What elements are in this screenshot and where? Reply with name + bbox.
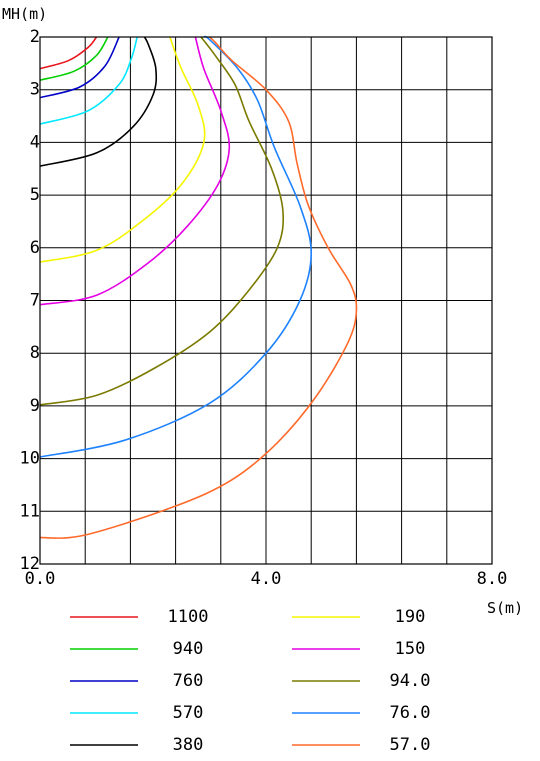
x-tick-label: 4.0 [251,569,282,589]
contour-line-5 [39,36,158,167]
legend: 1100 940 760 570 380 190 150 94.0 76.0 57.0 [70,607,430,755]
y-tick-label: 7 [30,291,40,311]
contour-line-6 [39,36,206,263]
legend-label: 380 [173,735,204,755]
legend-label: 94.0 [390,671,431,691]
contour-line-9 [39,35,313,458]
grid-lines [40,37,492,564]
legend-label: 76.0 [390,703,431,723]
plot-frame [39,36,493,565]
y-tick-label: 9 [30,396,40,416]
x-axis-label: S(m) [487,599,523,617]
contour-lines [39,35,358,539]
legend-label: 1100 [168,607,209,627]
y-tick-label: 10 [20,449,40,469]
contour-line-7 [39,36,231,306]
legend-label: 150 [395,639,426,659]
legend-label: 760 [173,671,204,691]
x-tick-label: 8.0 [477,569,508,589]
y-tick-label: 4 [30,132,40,152]
y-tick-labels: 2 3 4 5 6 7 8 9 10 11 12 [20,27,40,574]
y-tick-label: 3 [30,80,40,100]
contour-line-1 [39,36,98,70]
y-tick-label: 8 [30,343,40,363]
contour-line-2 [39,36,109,81]
contour-line-10 [39,36,358,539]
y-tick-label: 5 [30,185,40,205]
legend-label: 190 [395,607,426,627]
y-tick-label: 11 [20,501,40,521]
x-tick-label: 0.0 [25,569,56,589]
legend-label: 570 [173,703,204,723]
y-tick-label: 12 [20,554,40,574]
contour-line-8 [39,36,285,406]
contour-line-4 [39,36,138,125]
y-axis-label: MH(m) [2,5,47,23]
legend-label: 940 [173,639,204,659]
legend-label: 57.0 [390,735,431,755]
y-tick-label: 2 [30,27,40,47]
contour-line-3 [39,36,120,99]
y-tick-label: 6 [30,238,40,258]
x-tick-labels: 0.0 4.0 8.0 [25,569,508,589]
